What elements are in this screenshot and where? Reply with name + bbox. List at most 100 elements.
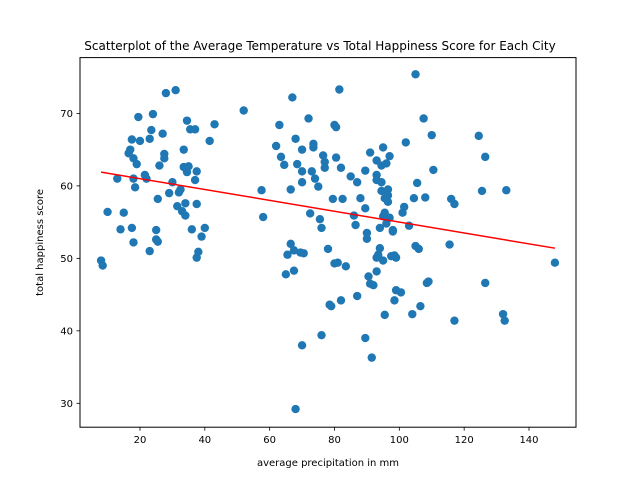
data-point xyxy=(153,237,162,246)
data-point xyxy=(481,152,490,162)
data-point xyxy=(276,152,286,162)
data-point xyxy=(331,122,341,132)
data-point xyxy=(190,175,200,185)
y-axis: 30 40 50 60 70 xyxy=(60,109,80,410)
data-point xyxy=(129,238,138,247)
data-point xyxy=(289,246,299,255)
data-point xyxy=(474,131,483,141)
data-point xyxy=(333,258,342,267)
data-point xyxy=(327,301,336,311)
x-tick-label: 80 xyxy=(328,435,341,446)
data-point xyxy=(362,234,372,243)
data-point xyxy=(283,250,292,259)
data-point xyxy=(181,211,190,220)
data-point xyxy=(315,215,325,224)
x-axis: 20 40 60 80 100 120 140 xyxy=(134,427,539,446)
data-point xyxy=(481,278,490,288)
data-point xyxy=(314,182,323,191)
data-point xyxy=(176,185,185,194)
data-point xyxy=(320,157,329,167)
data-point xyxy=(341,262,351,271)
data-point xyxy=(147,125,156,135)
chart-title: Scatterplot of the Average Temperature v… xyxy=(84,39,555,53)
data-point xyxy=(291,404,300,414)
data-point xyxy=(450,199,459,209)
data-point xyxy=(364,272,373,281)
data-point xyxy=(184,162,193,171)
data-point xyxy=(401,138,410,147)
data-point xyxy=(291,134,300,143)
y-axis-label: total happiness score xyxy=(35,189,46,296)
data-point xyxy=(98,261,107,270)
data-point xyxy=(126,145,135,154)
data-point xyxy=(164,188,174,198)
x-tick-label: 60 xyxy=(263,435,276,446)
data-point xyxy=(445,240,454,249)
x-tick-label: 40 xyxy=(198,435,211,446)
data-point xyxy=(286,185,295,194)
data-point xyxy=(158,129,167,138)
data-point xyxy=(383,197,393,207)
data-point xyxy=(385,151,394,161)
data-point xyxy=(374,250,383,259)
data-point xyxy=(346,172,355,181)
data-point xyxy=(304,114,313,123)
data-point xyxy=(351,220,360,230)
data-point xyxy=(361,166,370,175)
data-point xyxy=(116,225,125,234)
data-point xyxy=(132,159,141,169)
data-point xyxy=(477,186,487,196)
data-point xyxy=(377,178,386,187)
data-point xyxy=(399,202,409,212)
data-point xyxy=(318,151,328,160)
data-point xyxy=(377,186,386,196)
data-point xyxy=(187,225,197,234)
data-point xyxy=(356,193,365,203)
data-point xyxy=(369,280,378,290)
data-point xyxy=(145,134,154,143)
data-point xyxy=(378,143,388,152)
data-point xyxy=(372,267,381,276)
points-layer xyxy=(96,70,560,414)
data-point xyxy=(171,86,180,95)
data-point xyxy=(113,174,122,183)
y-tick-label: 30 xyxy=(60,399,73,410)
data-point xyxy=(328,194,338,204)
data-point xyxy=(192,167,201,176)
data-point xyxy=(299,249,308,258)
data-point xyxy=(336,296,346,305)
data-point xyxy=(257,186,266,195)
data-point xyxy=(309,143,318,152)
data-point xyxy=(383,191,393,200)
trend-line xyxy=(100,171,556,249)
data-point xyxy=(375,244,385,253)
data-point xyxy=(192,199,201,209)
data-point xyxy=(338,194,347,204)
data-point xyxy=(297,145,307,154)
data-point xyxy=(153,194,162,204)
data-point xyxy=(416,301,425,311)
data-point xyxy=(427,130,436,140)
data-point xyxy=(361,333,370,343)
data-point xyxy=(421,193,430,202)
data-point xyxy=(331,153,341,162)
y-tick-label: 40 xyxy=(60,326,73,337)
data-point xyxy=(414,244,423,254)
data-point xyxy=(134,112,143,122)
data-point xyxy=(412,178,422,188)
data-point xyxy=(271,141,281,151)
data-point xyxy=(352,291,362,301)
data-point xyxy=(429,165,438,175)
data-point xyxy=(502,186,511,195)
data-point xyxy=(135,136,145,146)
data-point xyxy=(182,116,192,125)
data-point xyxy=(145,246,154,256)
data-point xyxy=(317,330,326,340)
data-point xyxy=(323,244,333,254)
data-point xyxy=(289,266,299,275)
data-point xyxy=(375,223,385,233)
data-point xyxy=(383,185,393,194)
x-tick-label: 20 xyxy=(134,435,147,446)
